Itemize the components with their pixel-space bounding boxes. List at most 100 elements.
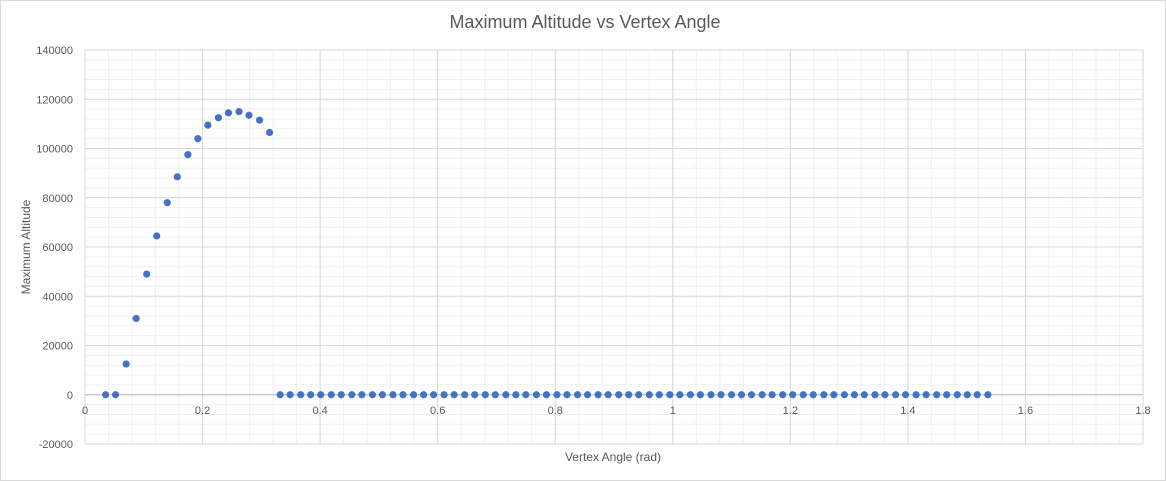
y-tick-label: 20000 xyxy=(42,341,73,353)
data-point xyxy=(153,232,161,240)
x-axis-ticks: 0 0.2 0.4 0.6 0.8 1 1.2 1.4 1.6 1.8 xyxy=(82,405,1151,417)
data-point xyxy=(214,114,223,122)
data-point xyxy=(307,391,315,399)
data-point xyxy=(450,391,458,399)
data-point xyxy=(327,391,335,399)
data-point xyxy=(645,391,653,399)
data-point xyxy=(429,391,438,399)
x-tick-label: 0.2 xyxy=(195,405,210,417)
grid-lines xyxy=(84,49,1144,445)
x-tick-label: 1.8 xyxy=(1135,405,1150,417)
data-point xyxy=(973,391,981,399)
y-tick-label: 120000 xyxy=(36,94,73,106)
data-point xyxy=(809,391,817,399)
y-axis-ticks: 140000 120000 100000 80000 60000 40000 20000 0 -… xyxy=(36,45,73,451)
data-point xyxy=(224,109,233,117)
y-tick-label: 80000 xyxy=(42,193,73,205)
data-point xyxy=(768,391,776,399)
data-point xyxy=(245,111,253,119)
data-point xyxy=(297,391,305,399)
data-point xyxy=(348,391,356,399)
data-point xyxy=(871,391,879,399)
data-point xyxy=(737,391,746,399)
data-point xyxy=(573,391,582,399)
data-point xyxy=(747,391,756,399)
y-tick-label: 60000 xyxy=(42,242,73,254)
data-point xyxy=(707,391,715,399)
data-point xyxy=(276,391,284,399)
data-point xyxy=(368,391,377,399)
data-point xyxy=(625,391,633,399)
y-tick-label: 0 xyxy=(67,390,73,402)
data-point xyxy=(820,391,828,399)
y-tick-label: 100000 xyxy=(36,144,73,156)
y-axis-title: Maximum Altitude xyxy=(19,199,33,294)
x-tick-label: 1.6 xyxy=(1018,405,1033,417)
data-point xyxy=(840,391,849,399)
data-point xyxy=(532,391,541,399)
chart-title: Maximum Altitude vs Vertex Angle xyxy=(449,12,720,32)
data-point xyxy=(409,391,418,399)
data-point xyxy=(512,391,520,399)
x-axis-title: Vertex Angle (rad) xyxy=(565,450,661,464)
data-point xyxy=(850,391,859,399)
data-point xyxy=(922,391,930,399)
data-point xyxy=(184,151,192,159)
data-point xyxy=(594,391,602,399)
data-point xyxy=(265,128,274,137)
data-point xyxy=(758,391,766,399)
y-tick-label: 40000 xyxy=(42,291,73,303)
data-point xyxy=(984,391,992,399)
data-point xyxy=(583,391,592,399)
data-point xyxy=(481,391,489,399)
data-point xyxy=(563,391,571,399)
data-point xyxy=(378,391,387,399)
data-point xyxy=(122,360,130,368)
data-point xyxy=(471,391,479,399)
y-tick-label: 140000 xyxy=(36,45,73,57)
data-point xyxy=(111,391,120,399)
data-point xyxy=(358,391,366,399)
data-point xyxy=(696,391,705,399)
data-point xyxy=(399,391,407,399)
data-points xyxy=(101,107,992,399)
data-point xyxy=(235,107,243,116)
data-point xyxy=(553,391,561,399)
data-point xyxy=(933,391,941,399)
data-point xyxy=(789,391,797,399)
data-point xyxy=(727,391,736,399)
data-point xyxy=(132,314,140,323)
data-point xyxy=(461,391,469,399)
data-point xyxy=(204,121,212,129)
data-point xyxy=(317,391,325,399)
x-tick-label: 1 xyxy=(670,405,676,417)
y-tick-label: -20000 xyxy=(39,439,73,451)
data-point xyxy=(101,391,110,399)
data-point xyxy=(419,391,428,399)
x-tick-label: 0.4 xyxy=(312,405,327,417)
data-point xyxy=(286,391,294,399)
data-point xyxy=(830,391,838,399)
data-point xyxy=(255,116,264,124)
data-point xyxy=(881,391,889,399)
x-tick-label: 0.8 xyxy=(548,405,563,417)
data-point xyxy=(953,391,961,399)
x-tick-label: 1.4 xyxy=(900,405,915,417)
data-point xyxy=(779,391,787,399)
data-point xyxy=(635,391,643,399)
data-point xyxy=(943,391,951,399)
x-tick-label: 0 xyxy=(82,405,88,417)
data-point xyxy=(604,391,612,399)
data-point xyxy=(901,391,910,399)
data-point xyxy=(686,391,695,399)
x-tick-label: 1.2 xyxy=(783,405,798,417)
data-point xyxy=(337,391,345,399)
data-point xyxy=(173,173,181,181)
data-point xyxy=(440,391,448,399)
data-point xyxy=(194,135,202,143)
data-point xyxy=(676,391,684,399)
data-point xyxy=(522,391,530,399)
data-point xyxy=(912,391,920,399)
data-point xyxy=(389,391,397,399)
